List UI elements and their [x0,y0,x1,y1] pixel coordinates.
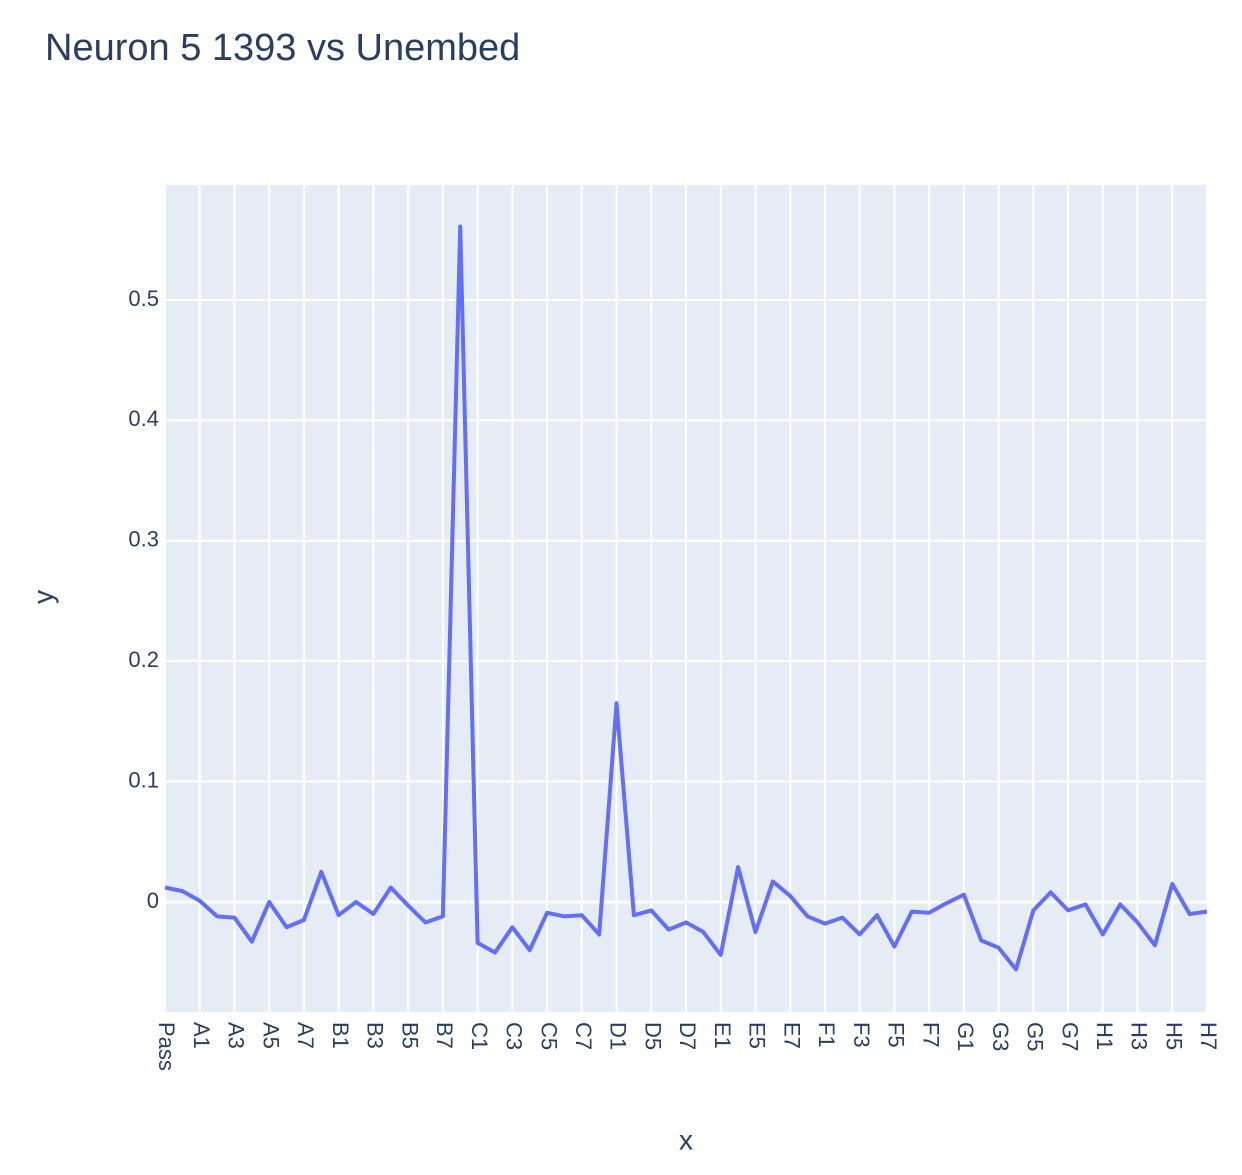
y-axis-title: y [27,590,58,604]
x-axis-title: x [679,1124,693,1155]
x-tick-label: E5 [745,1022,770,1049]
x-tick-label: B5 [397,1022,422,1049]
x-tick-label: G1 [953,1022,978,1051]
x-tick-label: D5 [640,1022,665,1050]
x-tick-label: G5 [1023,1022,1048,1051]
x-tick-label: G3 [988,1022,1013,1051]
x-tick-label: A5 [258,1022,283,1049]
x-tick-label: C1 [467,1022,492,1050]
x-tick-label: H3 [1127,1022,1152,1050]
x-tick-label: F1 [814,1022,839,1048]
x-tick-label: F5 [884,1022,909,1048]
x-tick-label: C7 [571,1022,596,1050]
x-tick-label: G7 [1057,1022,1082,1051]
x-tick-label: B3 [363,1022,388,1049]
y-tick-label: 0 [147,888,159,913]
x-tick-label: A1 [189,1022,214,1049]
x-tick-label: E1 [710,1022,735,1049]
chart-title: Neuron 5 1393 vs Unembed [45,27,520,69]
x-tick-label: A3 [224,1022,249,1049]
x-tick-label: H7 [1196,1022,1221,1050]
y-tick-label: 0.3 [128,527,159,552]
x-tick-label: B1 [328,1022,353,1049]
x-tick-label: Pass [154,1022,179,1071]
y-tick-label: 0.2 [128,647,159,672]
y-tick-label: 0.4 [128,406,159,431]
y-tick-label: 0.5 [128,286,159,311]
y-tick-label: 0.1 [128,767,159,792]
x-tick-label: A7 [293,1022,318,1049]
x-tick-label: B7 [432,1022,457,1049]
x-tick-label: H1 [1092,1022,1117,1050]
x-tick-label: F3 [849,1022,874,1048]
data-line [164,224,1208,972]
x-tick-label: D1 [606,1022,631,1050]
x-tick-label: D7 [675,1022,700,1050]
x-tick-label: C3 [502,1022,527,1050]
x-tick-label: E7 [779,1022,804,1049]
x-tick-label: F7 [918,1022,943,1048]
x-tick-label: H5 [1161,1022,1186,1050]
x-tick-label: C5 [536,1022,561,1050]
